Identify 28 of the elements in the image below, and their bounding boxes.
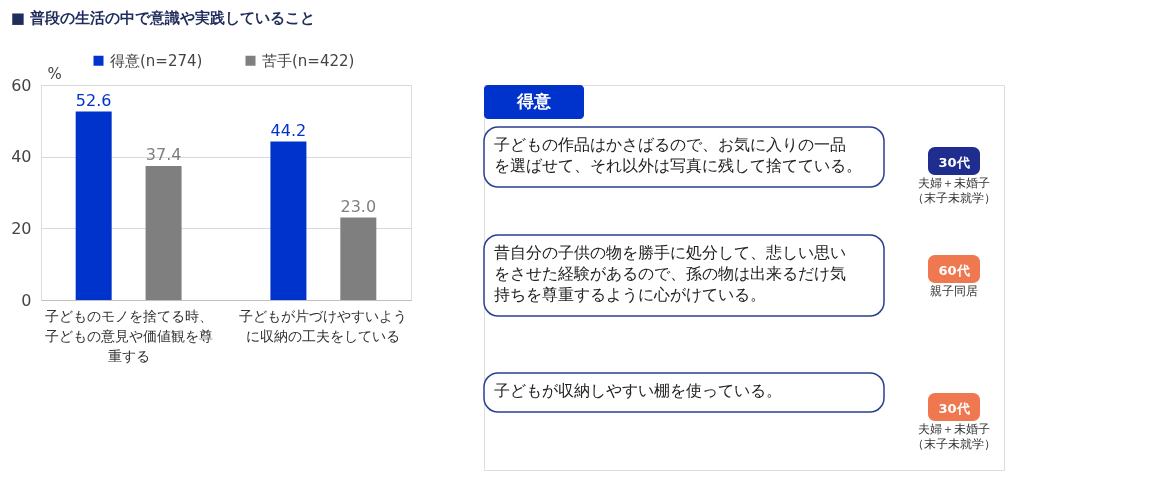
data-label: 23.0 bbox=[340, 196, 377, 216]
y-axis-title: % bbox=[47, 64, 62, 83]
y-tick-label: 20 bbox=[11, 218, 32, 238]
data-label: 52.6 bbox=[75, 90, 112, 110]
text: 子どもの作品はかさばるので、お気に入りの一品を選ばせて、それ以外は写真に残して捨てている。 bbox=[494, 135, 862, 175]
legend-label: 得意(n=274) bbox=[110, 51, 203, 70]
chart-title: ■ 普段の生活の中で意識や実践していること bbox=[10, 9, 316, 27]
data-label: 44.2 bbox=[270, 120, 307, 140]
legend-label: 苦手(n=422) bbox=[262, 51, 355, 70]
text: 60代 bbox=[938, 263, 970, 278]
text: 昔自分の子供の物を勝手に処分して、悲しい思いをさせた経験があるので、孫の物は出来るだけ気持ちを尊重するように心がけている。 bbox=[494, 243, 846, 304]
bar bbox=[145, 165, 182, 300]
text: 30代 bbox=[938, 155, 970, 170]
x-tick-label: 子どもが片づけやすいように収納の工夫をしている bbox=[239, 308, 408, 344]
text: 30代 bbox=[938, 401, 970, 416]
text: 夫婦＋未婚子（末子未就学） bbox=[912, 422, 996, 451]
y-tick-label: 60 bbox=[11, 75, 32, 95]
y-tick-label: 40 bbox=[11, 147, 32, 167]
text: 子どもが収納しやすい棚を使っている。 bbox=[494, 381, 782, 400]
y-tick-label: 0 bbox=[21, 290, 32, 310]
x-tick-label: 子どものモノを捨てる時、子どもの意見や価値観を尊重する bbox=[44, 308, 213, 364]
bar bbox=[75, 111, 112, 300]
text: 親子同居 bbox=[930, 284, 978, 298]
bar bbox=[270, 141, 307, 300]
text: 夫婦＋未婚子（末子未就学） bbox=[912, 176, 996, 205]
text: 得意 bbox=[516, 91, 552, 111]
data-label: 37.4 bbox=[145, 144, 182, 164]
bar bbox=[340, 217, 377, 300]
